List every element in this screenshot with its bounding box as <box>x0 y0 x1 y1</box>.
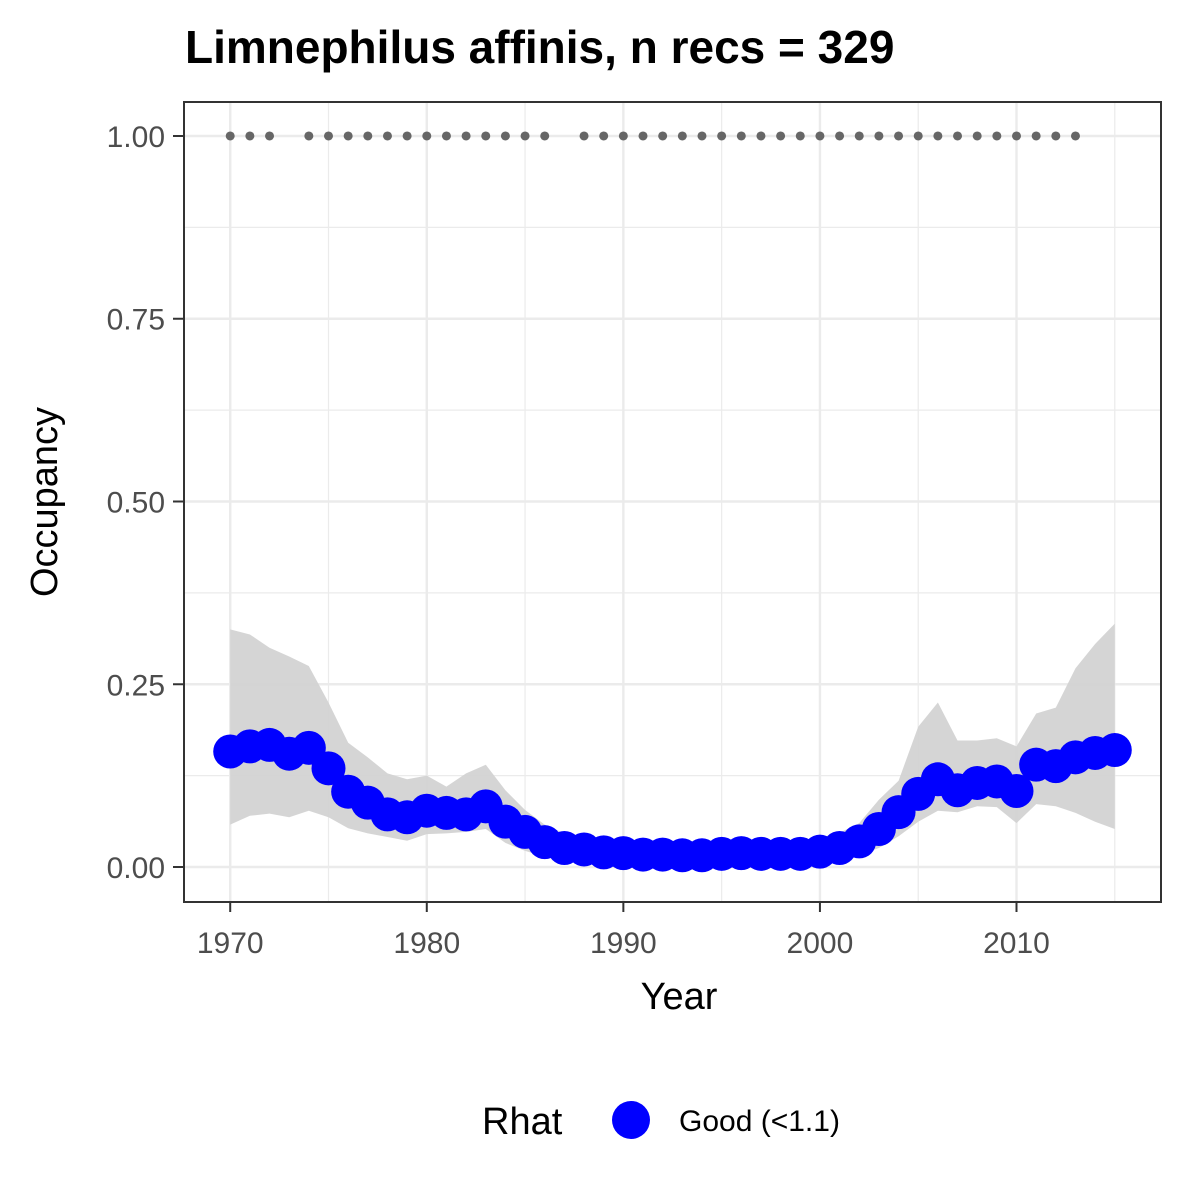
occupancy-series-layer <box>213 727 1132 873</box>
record-year-dot <box>913 131 923 141</box>
record-year-dot <box>245 131 255 141</box>
confidence-ribbon <box>230 623 1115 864</box>
record-year-dot <box>756 131 766 141</box>
record-year-dot <box>461 131 471 141</box>
record-year-dot <box>894 131 904 141</box>
record-year-dot <box>343 131 353 141</box>
record-year-dot <box>481 131 491 141</box>
record-year-dot <box>795 131 805 141</box>
record-dots-layer <box>225 131 1080 141</box>
record-year-dot <box>1031 131 1041 141</box>
record-year-dot <box>736 131 746 141</box>
x-tick-label: 2000 <box>787 927 854 960</box>
y-tick-label: 1.00 <box>107 121 165 154</box>
record-year-dot <box>638 131 648 141</box>
record-year-dot <box>677 131 687 141</box>
record-year-dot <box>992 131 1002 141</box>
x-tick-label: 2010 <box>983 927 1050 960</box>
record-year-dot <box>972 131 982 141</box>
y-tick-label: 0.75 <box>107 304 165 337</box>
record-year-dot <box>500 131 510 141</box>
record-year-dot <box>599 131 609 141</box>
confidence-ribbon-layer <box>230 623 1115 864</box>
record-year-dot <box>697 131 707 141</box>
record-year-dot <box>854 131 864 141</box>
occupancy-point <box>311 751 346 786</box>
record-year-dot <box>933 131 943 141</box>
record-year-dot <box>658 131 668 141</box>
record-year-dot <box>717 131 727 141</box>
record-year-dot <box>835 131 845 141</box>
y-axis-title: Occupancy <box>24 407 66 597</box>
record-year-dot <box>776 131 786 141</box>
legend-title: Rhat <box>482 1101 563 1143</box>
record-year-dot <box>579 131 589 141</box>
legend-key-good <box>612 1101 650 1139</box>
record-year-dot <box>382 131 392 141</box>
y-tick-label: 0.00 <box>107 852 165 885</box>
y-tick-label: 0.50 <box>107 487 165 520</box>
legend: Rhat Good (<1.1) <box>482 1101 840 1143</box>
record-year-dot <box>618 131 628 141</box>
y-axis: 0.00 0.25 0.50 0.75 1.00 <box>107 121 184 885</box>
record-year-dot <box>520 131 530 141</box>
legend-label-good: Good (<1.1) <box>679 1105 840 1138</box>
x-axis-title: Year <box>641 976 718 1018</box>
record-year-dot <box>1070 131 1080 141</box>
chart-title: Limnephilus affinis, n recs = 329 <box>185 21 894 73</box>
record-year-dot <box>874 131 884 141</box>
record-year-dot <box>323 131 333 141</box>
record-year-dot <box>363 131 373 141</box>
record-year-dot <box>441 131 451 141</box>
x-tick-label: 1990 <box>590 927 657 960</box>
x-axis: 1970 1980 1990 2000 2010 <box>197 902 1050 960</box>
occupancy-point <box>999 773 1034 808</box>
record-year-dot <box>422 131 432 141</box>
y-tick-label: 0.25 <box>107 669 165 702</box>
record-year-dot <box>1051 131 1061 141</box>
record-year-dot <box>225 131 235 141</box>
x-tick-label: 1970 <box>197 927 264 960</box>
record-year-dot <box>953 131 963 141</box>
record-year-dot <box>1012 131 1022 141</box>
record-year-dot <box>540 131 550 141</box>
record-year-dot <box>304 131 314 141</box>
occupancy-point <box>1097 733 1132 768</box>
record-year-dot <box>815 131 825 141</box>
record-year-dot <box>265 131 275 141</box>
record-year-dot <box>402 131 412 141</box>
x-tick-label: 1980 <box>393 927 460 960</box>
